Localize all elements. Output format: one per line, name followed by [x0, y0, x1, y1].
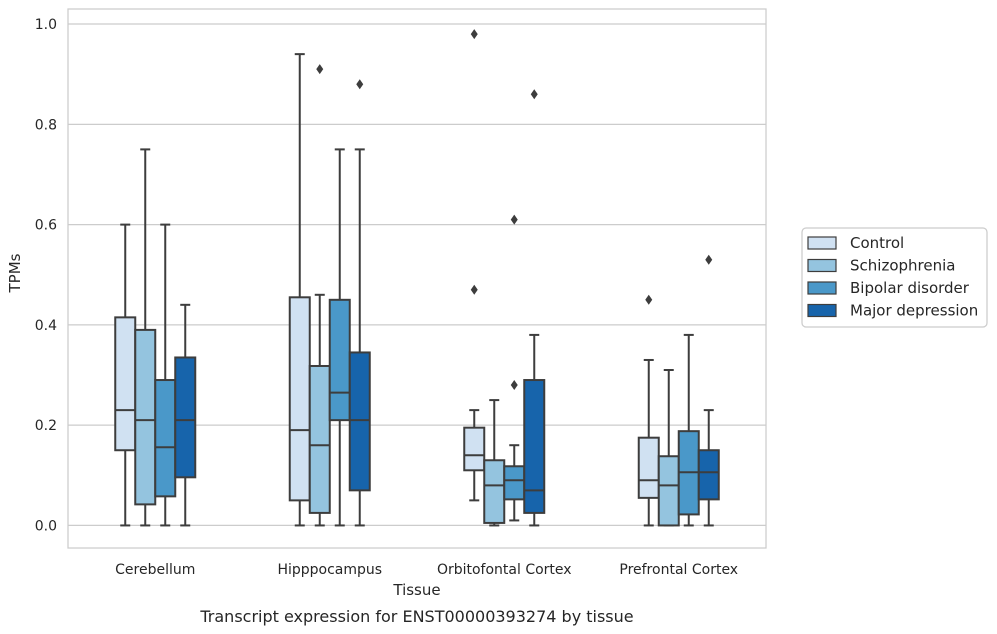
box-1-2 — [328, 148, 351, 527]
box-2-3 — [523, 89, 546, 527]
legend-label: Schizophrenia — [850, 257, 955, 275]
x-tick-label: Prefrontal Cortex — [619, 562, 738, 578]
box-1-0 — [288, 53, 311, 527]
y-tick-label: 0.2 — [35, 418, 57, 434]
boxes — [114, 29, 720, 527]
outlier-point — [510, 214, 518, 225]
chart-caption: Transcript expression for ENST0000039327… — [199, 607, 633, 626]
box-1-3 — [348, 79, 371, 527]
box-2-0 — [463, 29, 486, 502]
box-0-0 — [114, 223, 137, 527]
y-tick-label: 0.4 — [35, 318, 57, 334]
box-3-3 — [697, 254, 720, 527]
iqr-box — [114, 316, 137, 452]
iqr-box — [308, 364, 331, 514]
iqr-box — [523, 379, 546, 514]
legend-label: Control — [850, 234, 904, 252]
legend-swatch — [807, 258, 837, 273]
plot-frame — [67, 8, 767, 549]
iqr-box — [637, 436, 660, 499]
legend-frame — [801, 227, 988, 328]
box-1-1 — [308, 64, 331, 527]
iqr-box — [174, 356, 197, 479]
outlier-point — [510, 380, 518, 391]
box-2-1 — [483, 399, 506, 527]
outlier-point — [470, 29, 478, 40]
legend-swatch — [807, 303, 837, 318]
iqr-box — [483, 459, 506, 524]
box-3-1 — [657, 369, 680, 527]
legend-label: Bipolar disorder — [850, 279, 970, 297]
box-0-1 — [134, 148, 157, 527]
box-0-2 — [154, 223, 177, 527]
outlier-point — [705, 254, 713, 265]
outlier-point — [530, 89, 538, 100]
x-tick-label: Cerebellum — [115, 562, 195, 578]
x-axis-label: Tissue — [392, 581, 440, 599]
box-3-2 — [677, 333, 700, 527]
x-tick-label: Orbitofontal Cortex — [437, 562, 572, 578]
legend-label: Major depression — [850, 302, 978, 320]
outlier-point — [356, 79, 364, 90]
y-tick-label: 0.0 — [35, 518, 57, 534]
outlier-point — [645, 294, 653, 305]
y-tick-label: 0.6 — [35, 218, 57, 234]
x-tick-label: Hipppocampus — [277, 562, 382, 578]
iqr-box — [657, 455, 680, 527]
iqr-box — [348, 351, 371, 492]
iqr-box — [134, 328, 157, 506]
legend-swatch — [807, 281, 837, 295]
box-3-0 — [637, 294, 660, 527]
y-tick-labels: 0.0 0.2 0.4 0.6 0.8 1.0 — [35, 17, 57, 534]
legend: Control Schizophrenia Bipolar disorder Majo… — [801, 227, 988, 328]
x-tick-labels: Cerebellum Hipppocampus Orbitofontal Corte… — [115, 562, 738, 578]
iqr-box — [288, 296, 311, 502]
y-axis-label: TPMs — [6, 253, 24, 293]
iqr-box — [328, 298, 351, 422]
iqr-box — [154, 379, 177, 498]
legend-swatch — [807, 236, 837, 250]
y-tick-label: 1.0 — [35, 17, 57, 33]
iqr-box — [463, 426, 486, 472]
iqr-box — [697, 449, 720, 501]
outlier-point — [316, 64, 324, 75]
box-0-3 — [174, 303, 197, 527]
iqr-box — [503, 465, 526, 501]
y-tick-label: 0.8 — [35, 117, 57, 133]
box-2-2 — [503, 214, 526, 522]
outlier-point — [470, 284, 478, 295]
